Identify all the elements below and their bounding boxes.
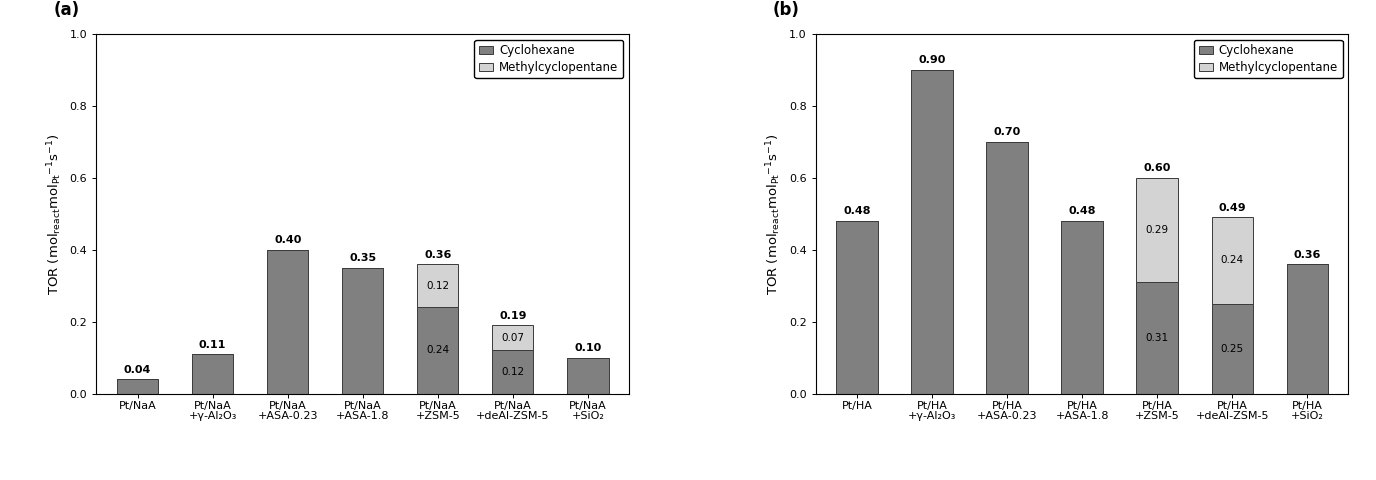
Text: 0.29: 0.29 — [1146, 225, 1168, 235]
Text: 0.12: 0.12 — [501, 367, 524, 377]
Bar — [193, 354, 234, 394]
Y-axis label: TOR (mol$_\mathrm{react}$mol$_\mathrm{Pt}$$^{-1}$s$^{-1}$): TOR (mol$_\mathrm{react}$mol$_\mathrm{Pt… — [765, 132, 783, 295]
Text: 0.48: 0.48 — [1068, 206, 1095, 216]
Bar — [987, 142, 1028, 394]
Bar — [1061, 221, 1102, 394]
Text: 0.70: 0.70 — [993, 127, 1021, 137]
Text: 0.36: 0.36 — [424, 250, 451, 260]
Text: 0.40: 0.40 — [274, 235, 301, 245]
Bar — [1137, 178, 1178, 282]
Text: 0.25: 0.25 — [1221, 344, 1244, 354]
Bar — [911, 70, 952, 394]
Text: 0.19: 0.19 — [499, 311, 527, 321]
Text: 0.60: 0.60 — [1143, 163, 1171, 173]
Text: 0.24: 0.24 — [427, 346, 450, 355]
Text: 0.12: 0.12 — [427, 281, 450, 290]
Text: 0.49: 0.49 — [1218, 203, 1247, 213]
Bar — [417, 264, 458, 307]
Bar — [837, 221, 878, 394]
Bar — [1211, 303, 1252, 394]
Text: 0.48: 0.48 — [843, 206, 871, 216]
Text: 0.04: 0.04 — [124, 365, 151, 375]
Bar — [343, 268, 384, 394]
Text: 0.36: 0.36 — [1293, 250, 1321, 260]
Text: (b): (b) — [773, 1, 799, 19]
Text: 0.35: 0.35 — [350, 253, 376, 263]
Bar — [567, 358, 608, 394]
Bar — [117, 379, 158, 394]
Text: 0.07: 0.07 — [501, 333, 524, 343]
Bar — [1287, 264, 1328, 394]
Bar — [267, 250, 308, 394]
Bar — [417, 307, 458, 394]
Text: 0.24: 0.24 — [1221, 255, 1244, 265]
Text: 0.10: 0.10 — [574, 343, 601, 353]
Bar — [493, 325, 534, 350]
Y-axis label: TOR (mol$_\mathrm{react}$mol$_\mathrm{Pt}$$^{-1}$s$^{-1}$): TOR (mol$_\mathrm{react}$mol$_\mathrm{Pt… — [45, 132, 65, 295]
Legend: Cyclohexane, Methylcyclopentane: Cyclohexane, Methylcyclopentane — [475, 39, 623, 79]
Text: 0.31: 0.31 — [1146, 333, 1168, 343]
Bar — [1211, 217, 1252, 303]
Bar — [493, 350, 534, 394]
Text: (a): (a) — [54, 1, 80, 19]
Text: 0.11: 0.11 — [200, 340, 226, 349]
Bar — [1137, 282, 1178, 394]
Text: 0.90: 0.90 — [918, 55, 945, 65]
Legend: Cyclohexane, Methylcyclopentane: Cyclohexane, Methylcyclopentane — [1194, 39, 1343, 79]
